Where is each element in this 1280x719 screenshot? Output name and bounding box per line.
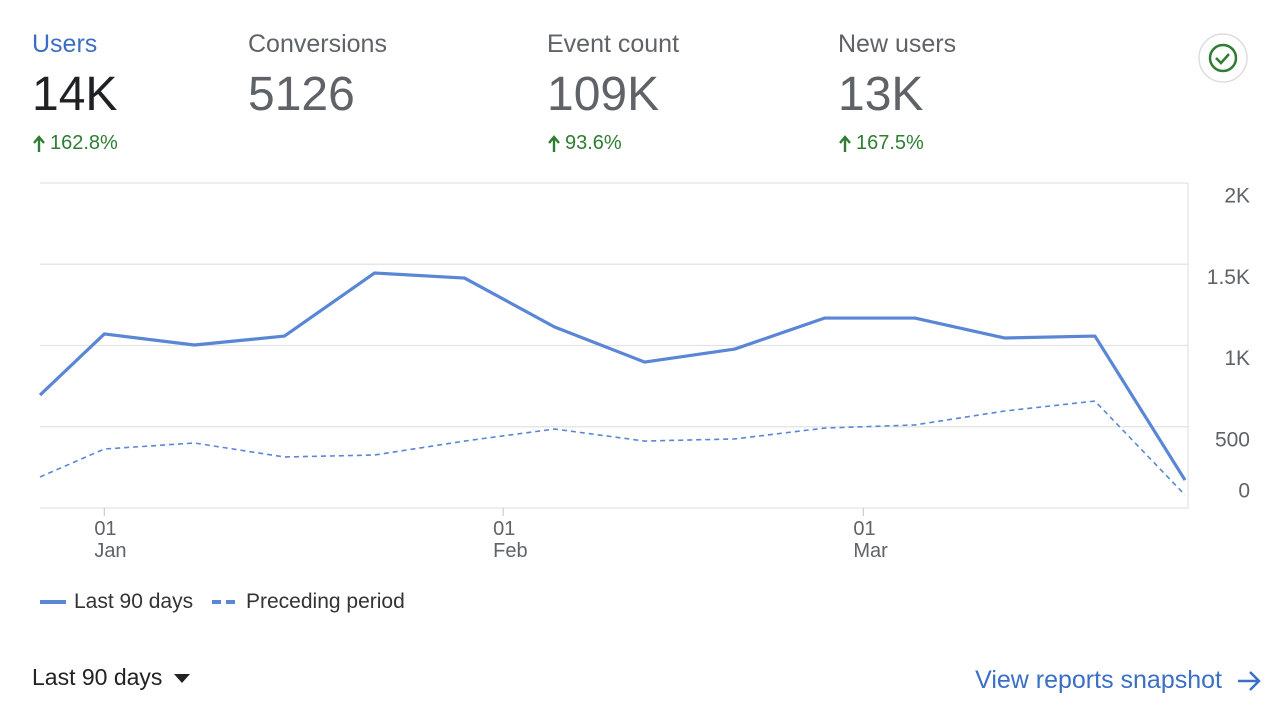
up-arrow [548,134,560,152]
y-tick-label: 1.5K [1207,266,1250,289]
y-tick-label: 500 [1215,428,1250,451]
metric-label: Event count [547,30,680,58]
legend-label: Last 90 days [74,590,194,613]
legend-label: Preceding period [246,590,405,613]
status-badge[interactable] [1198,33,1248,83]
metric: Conversions 5126 [248,30,387,122]
y-tick-label: 0 [1238,480,1250,503]
metric-value: 109K [547,68,660,121]
x-tick-label: 01 Feb [493,518,528,562]
legend-item: Last 90 days [40,590,193,614]
metric-label: New users [838,30,957,58]
arrow-icon [1238,670,1261,691]
snapshot-link[interactable]: View reports snapshot [975,666,1262,695]
metric-value: 14K [32,68,118,121]
metric[interactable]: Users 14K 162.8% [32,30,118,155]
change-value: 93.6% [565,132,622,154]
range-label: Last 90 days [32,664,163,690]
y-tick-label: 1K [1224,347,1250,370]
check-mark [1215,53,1230,65]
metric-label: Conversions [248,30,387,58]
legend-swatch [40,600,66,604]
x-tick-label: 01 Jan [94,518,127,562]
metric-label: Users [32,30,98,58]
status-icon [1208,43,1238,73]
series-line [38,271,1187,481]
legend-item: Preceding period [212,590,405,614]
change-value: 162.8% [50,132,118,154]
range-dropdown[interactable]: Last 90 days [32,664,192,691]
metric-value: 13K [838,68,924,121]
metric-change: 93.6% [547,132,679,155]
y-tick-label: 2K [1224,185,1250,208]
up-arrow [33,134,45,152]
up-arrow [839,134,851,152]
dropdown-arrow [174,673,191,683]
metric: Event count 109K 93.6% [547,30,679,155]
metric-change: 162.8% [32,132,118,155]
metric-value: 5126 [248,68,355,121]
series-line [39,400,1186,496]
link-text: View reports snapshot [975,666,1222,694]
change-value: 167.5% [856,132,924,154]
metric-change: 167.5% [838,132,956,155]
x-tick-label: 01 Mar [853,518,888,562]
metric: New users 13K 167.5% [838,30,956,155]
legend-swatch [212,600,238,604]
